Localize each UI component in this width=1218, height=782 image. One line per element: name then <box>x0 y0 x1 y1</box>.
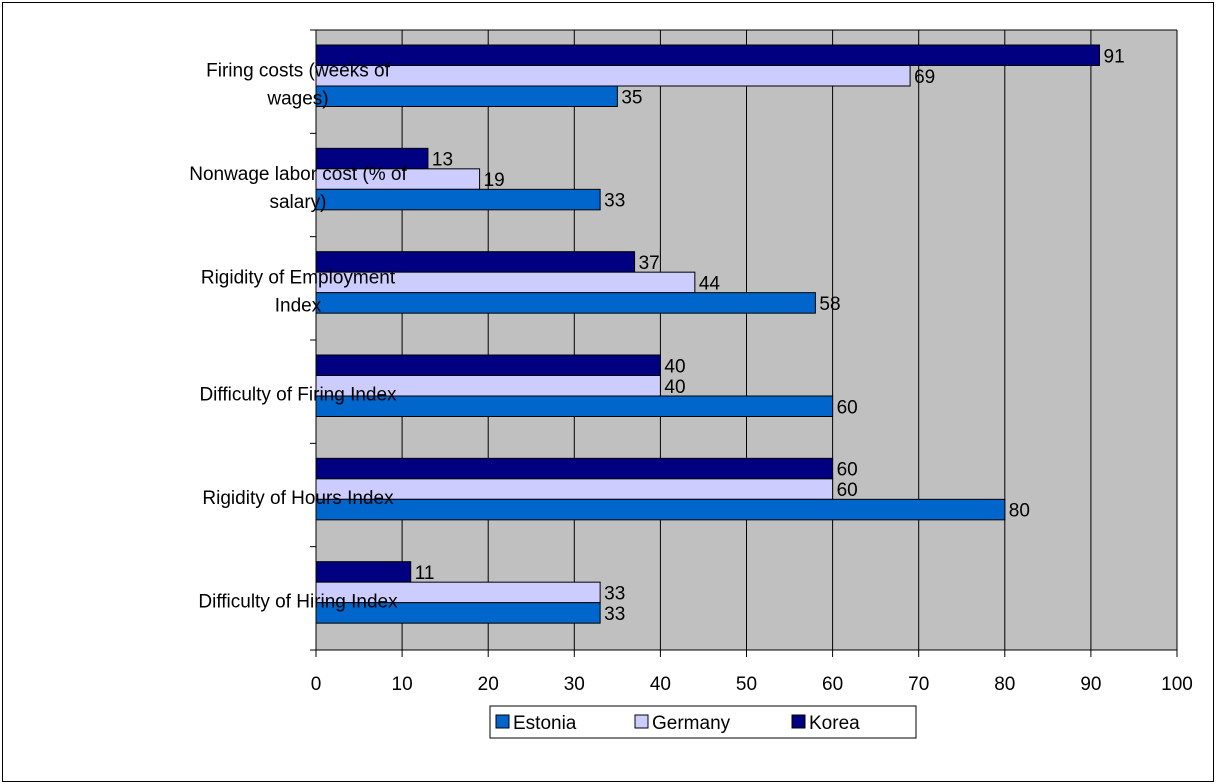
category-label: Difficulty of Hiring Index <box>198 591 398 612</box>
bar-germany-0 <box>315 65 911 87</box>
category-label: wages) <box>266 89 328 110</box>
value-label-germany: 40 <box>664 377 685 398</box>
category-label: Rigidity of Employment <box>201 267 396 288</box>
category-label: Rigidity of Hours Index <box>202 488 394 509</box>
legend: Estonia Germany Korea <box>489 705 917 739</box>
x-tick-label-60: 60 <box>822 674 843 695</box>
legend-label-estonia: Estonia <box>513 713 577 734</box>
legend-swatch-germany <box>634 714 649 729</box>
labels: 0 10 20 30 40 50 60 70 80 90 100 Firing costs (week… <box>189 46 1193 695</box>
value-label-korea: 13 <box>432 150 453 171</box>
bar-korea-5 <box>315 561 412 583</box>
value-label-korea: 11 <box>415 563 435 584</box>
value-label-germany: 44 <box>699 273 721 294</box>
bar-estonia-0 <box>315 85 618 107</box>
x-tick-label-40: 40 <box>650 674 671 695</box>
value-label-germany: 19 <box>484 170 505 191</box>
value-label-germany: 69 <box>914 67 935 88</box>
grid-lines <box>401 30 1178 650</box>
x-tick-label-80: 80 <box>994 674 1015 695</box>
x-tick-label-100: 100 <box>1161 674 1193 695</box>
legend-box <box>489 705 917 739</box>
x-tick-label-90: 90 <box>1080 674 1101 695</box>
value-label-korea: 91 <box>1104 46 1125 67</box>
x-tick-label-10: 10 <box>392 674 413 695</box>
legend-swatch-estonia <box>495 714 510 729</box>
category-label: Index <box>275 295 322 316</box>
value-label-korea: 37 <box>639 253 660 274</box>
value-label-germany: 60 <box>837 480 858 501</box>
value-label-estonia: 60 <box>837 397 858 418</box>
value-label-estonia: 33 <box>604 191 625 212</box>
category-label: Nonwage labor cost (% of <box>189 164 407 185</box>
x-tick-label-70: 70 <box>908 674 929 695</box>
value-label-germany: 33 <box>604 583 625 604</box>
legend-swatch-korea <box>791 714 806 729</box>
bar-korea-4 <box>315 457 834 480</box>
legend-label-korea: Korea <box>809 713 860 734</box>
category-label: Firing costs (weeks of <box>206 61 390 82</box>
value-label-estonia: 35 <box>621 87 642 108</box>
x-tick-label-20: 20 <box>478 674 499 695</box>
axes <box>310 29 1178 657</box>
legend-label-germany: Germany <box>652 713 731 734</box>
value-label-korea: 40 <box>664 356 685 377</box>
bar-estonia-2 <box>315 292 816 314</box>
x-tick-label-50: 50 <box>736 674 757 695</box>
value-label-estonia: 33 <box>604 604 625 625</box>
x-tick-label-0: 0 <box>311 674 322 695</box>
category-label: Difficulty of Firing Index <box>199 385 397 406</box>
bars <box>315 44 1101 624</box>
bar-estonia-1 <box>315 188 601 211</box>
bar-korea-0 <box>315 44 1101 66</box>
value-label-estonia: 80 <box>1009 501 1030 522</box>
x-tick-label-30: 30 <box>564 674 585 695</box>
value-label-estonia: 58 <box>819 294 840 315</box>
bar-korea-3 <box>315 354 661 376</box>
value-label-korea: 60 <box>837 460 858 481</box>
category-label: salary) <box>269 192 326 213</box>
bar-estonia-4 <box>315 498 1006 521</box>
